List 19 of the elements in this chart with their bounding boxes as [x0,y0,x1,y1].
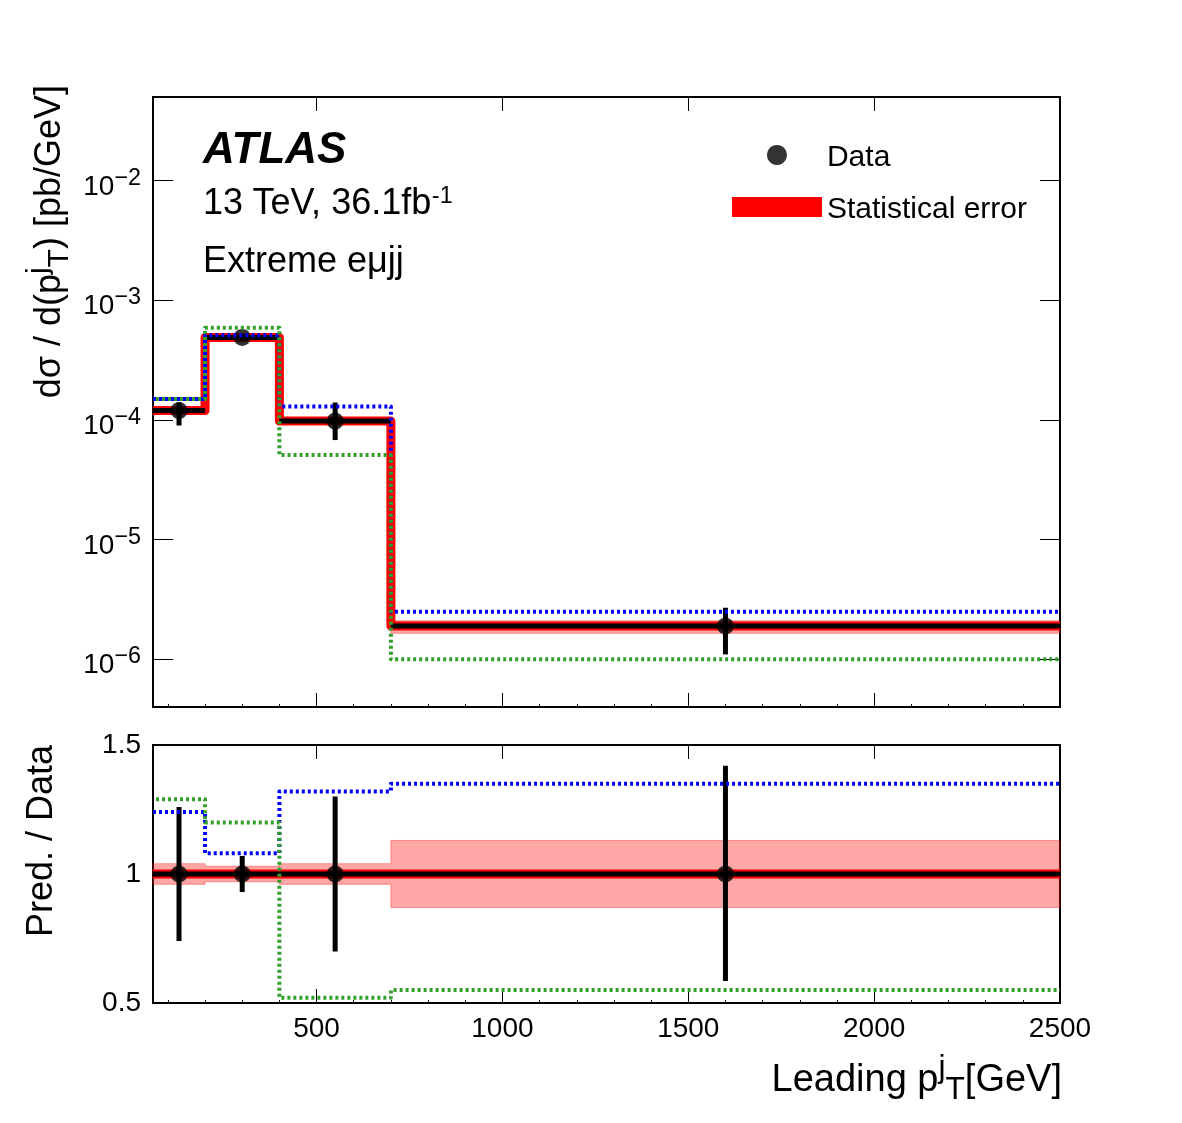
legend-label: Data [826,138,891,172]
x-tick-label: 2000 [842,1011,906,1043]
y-tick-label: 10$^{−4}$ [83,403,141,441]
x-axis-title: Leading p$^{j}$$_{T}$[GeV] [771,1048,1062,1107]
y-tick-label: 10$^{−2}$ [83,163,141,201]
y-tick-label: 10$^{−5}$ [83,522,141,561]
x-tick-label: 1500 [657,1011,720,1043]
annotation: ATLAS [202,122,347,172]
x-tick-label: 500 [293,1011,340,1043]
y-tick-label: 1 [125,857,141,888]
y-tick-label: 0.5 [102,986,141,1017]
annotation: Extreme eμjj [203,238,404,280]
y-tick-label: 1.5 [102,728,141,759]
y-axis-title: Pred. / Data [19,745,60,938]
y-tick-label: 10$^{−6}$ [83,642,141,680]
y-tick-label: 10$^{−3}$ [83,283,141,321]
legend-label: Statistical error [826,190,1028,224]
x-tick-label: 2500 [1028,1011,1092,1043]
x-tick-label: 1000 [471,1011,534,1043]
